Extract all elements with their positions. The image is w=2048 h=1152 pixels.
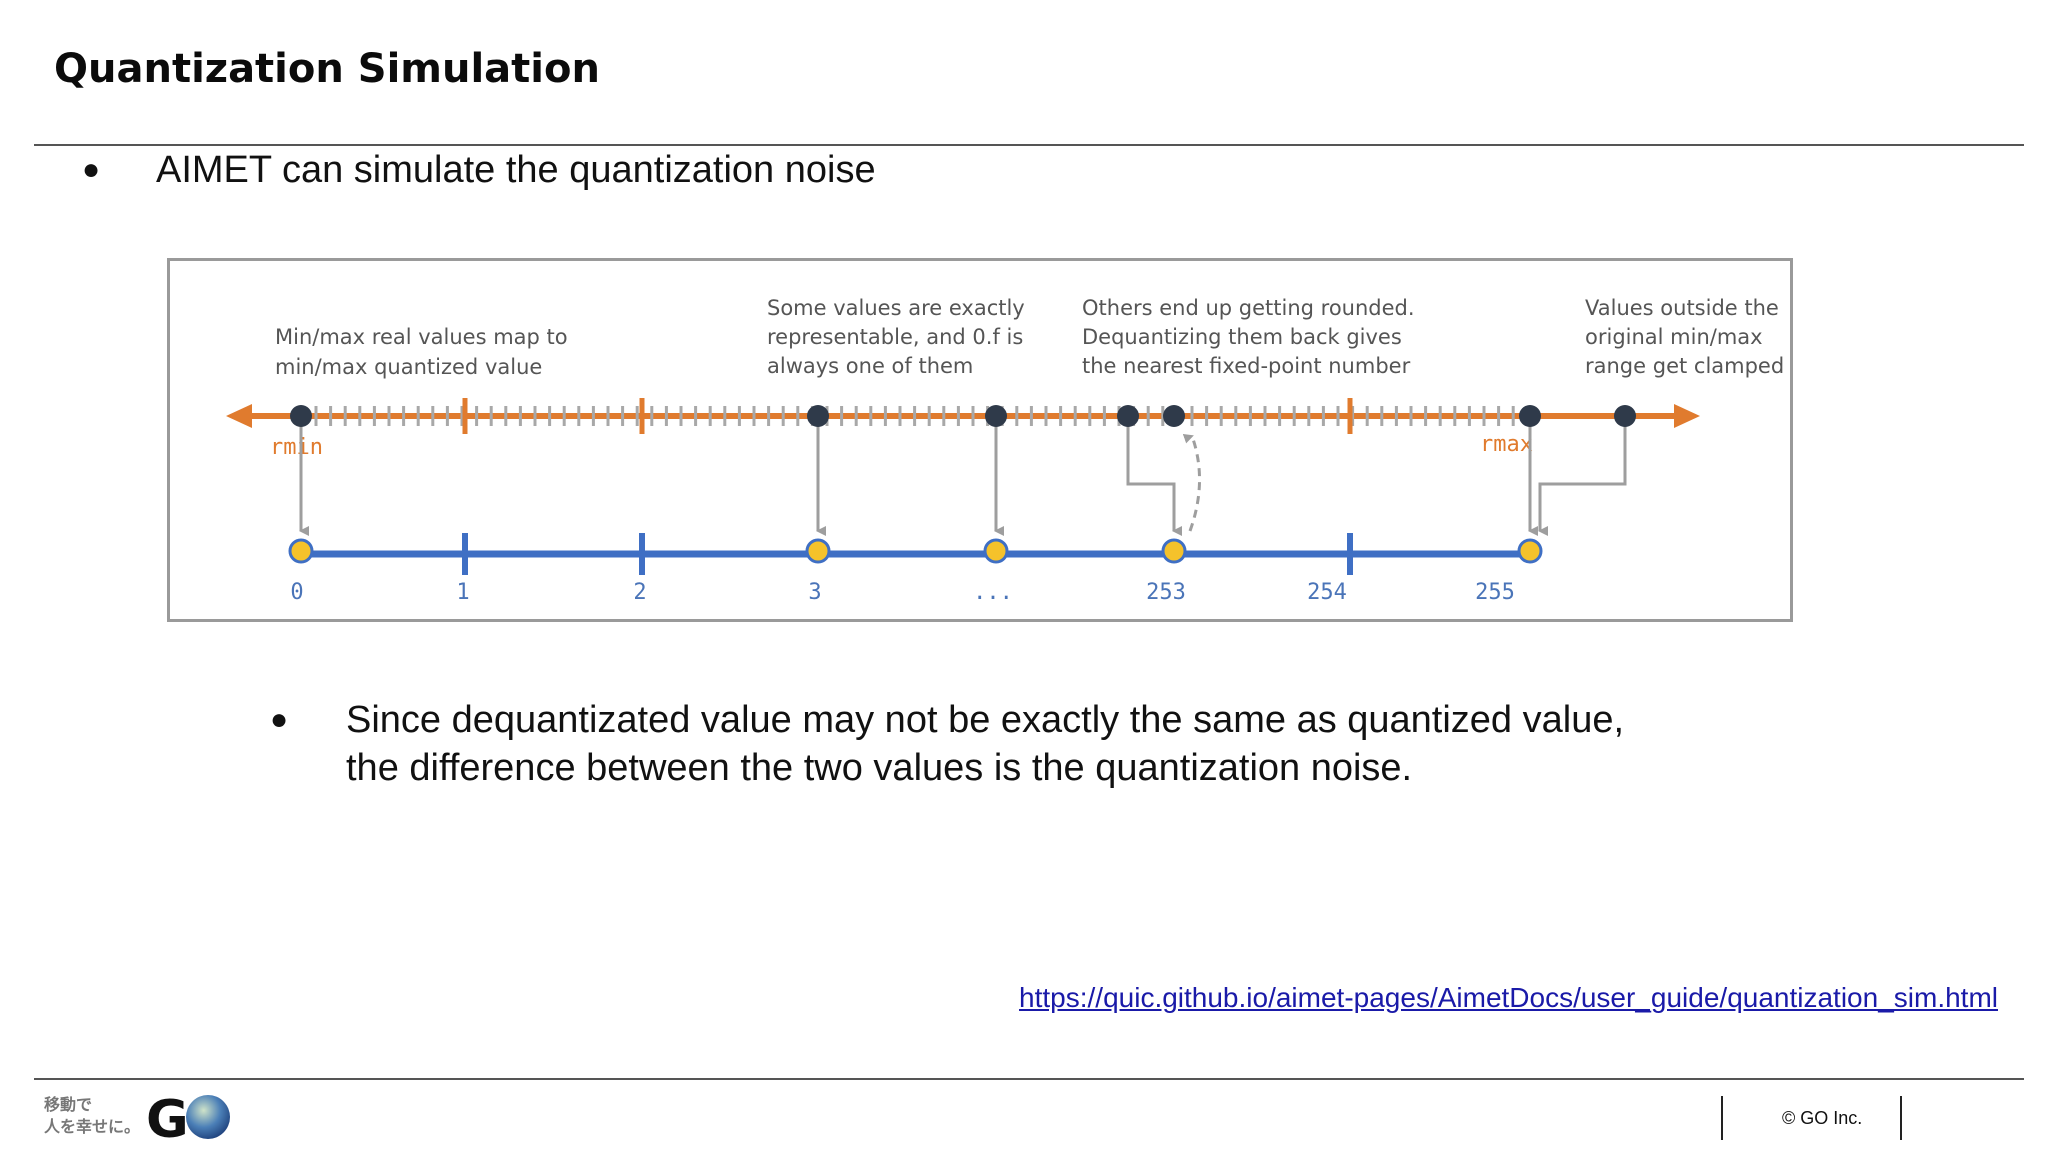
annotation-clamped-line-2: original min/max — [1585, 325, 1763, 349]
annotation-minmax-line-1: Min/max real values map to — [275, 325, 568, 349]
real-point-rounded — [1117, 405, 1139, 427]
footer-divider — [34, 1078, 2024, 1080]
annotation-clamped-line-3: range get clamped — [1585, 354, 1784, 378]
slide-title: Quantization Simulation — [54, 46, 600, 92]
annotation-exact: Some values are exactly representable, a… — [767, 296, 1031, 378]
real-point-rmax — [1519, 405, 1541, 427]
mapping-arrows — [299, 426, 1627, 536]
bullet-point-1: ● AIMET can simulate the quantization no… — [82, 146, 1282, 196]
quantized-label-2: 2 — [633, 580, 646, 605]
annotation-exact-line-2: representable, and 0.f is — [767, 325, 1023, 349]
annotation-rounded-line-3: the nearest fixed-point number — [1082, 354, 1411, 378]
title-divider — [34, 144, 2024, 146]
quantized-label-254: 254 — [1307, 580, 1347, 605]
quantized-axis-ticks — [462, 533, 1353, 575]
annotation-exact-line-1: Some values are exactly — [767, 296, 1025, 320]
quantized-point-3 — [805, 538, 831, 564]
go-logo: 移動で 人を幸せに。 G — [44, 1090, 244, 1146]
arrow-rounded-to-253 — [1126, 426, 1182, 536]
arrow-clamped-to-255 — [1538, 426, 1627, 536]
real-point-exact-2 — [985, 405, 1007, 427]
real-point-rmin — [290, 405, 312, 427]
go-logo-mark: G — [148, 1090, 230, 1146]
rmax-label: rmax — [1480, 432, 1533, 457]
quantized-point-255 — [1517, 538, 1543, 564]
annotation-clamped-line-1: Values outside the — [1585, 296, 1779, 320]
bullet-text-1: AIMET can simulate the quantization nois… — [156, 149, 876, 191]
logo-g-letter: G — [148, 1090, 189, 1146]
real-point-clamped — [1614, 405, 1636, 427]
real-point-exact-1 — [807, 405, 829, 427]
quantized-point-253 — [1161, 538, 1187, 564]
arrow-dequantize-back — [1182, 433, 1201, 532]
aimet-docs-link[interactable]: https://quic.github.io/aimet-pages/Aimet… — [1019, 982, 1998, 1013]
copyright: © GO Inc. — [1782, 1108, 1863, 1128]
quantized-label-ellipsis: ... — [973, 580, 1013, 605]
quantized-label-253: 253 — [1146, 580, 1186, 605]
quantized-label-3: 3 — [808, 580, 821, 605]
real-point-dequantized — [1163, 405, 1185, 427]
logo-globe — [186, 1095, 230, 1139]
annotation-minmax-line-2: min/max quantized value — [275, 355, 542, 379]
rmin-label: rmin — [270, 435, 323, 460]
footer-separator-left — [1721, 1096, 1723, 1140]
real-axis-right-arrow — [1674, 404, 1700, 428]
bullet-point-2: ● Since dequantizated value may not be e… — [270, 696, 1770, 796]
annotation-rounded-line-1: Others end up getting rounded. — [1082, 296, 1415, 320]
annotation-exact-line-3: always one of them — [767, 354, 973, 378]
footer-separator-right — [1900, 1096, 1902, 1140]
quantization-diagram: Min/max real values map to min/max quant… — [167, 258, 1793, 622]
quantized-points — [288, 538, 1543, 564]
real-axis-minor-ticks — [314, 406, 1515, 426]
real-axis-left-arrow — [226, 404, 252, 428]
quantized-label-255: 255 — [1475, 580, 1515, 605]
annotation-clamped: Values outside the original min/max rang… — [1585, 296, 1786, 378]
quantized-point-ellipsis — [983, 538, 1009, 564]
bullet-dot: ● — [82, 153, 101, 186]
real-axis-major-ticks — [462, 398, 1353, 434]
quantized-label-0: 0 — [290, 580, 303, 605]
quantization-diagram-svg: Min/max real values map to min/max quant… — [226, 296, 1786, 605]
annotation-minmax: Min/max real values map to min/max quant… — [275, 325, 574, 379]
real-points — [290, 405, 1636, 427]
annotation-rounded-line-2: Dequantizing them back gives — [1082, 325, 1402, 349]
annotation-rounded: Others end up getting rounded. Dequantiz… — [1082, 296, 1421, 378]
quantized-point-0 — [288, 538, 314, 564]
bullet-text-2: Since dequantizated value may not be exa… — [346, 699, 1625, 789]
logo-tagline: 移動で 人を幸せに。 — [44, 1095, 141, 1136]
quantized-label-1: 1 — [456, 580, 469, 605]
bullet-dot: ● — [270, 703, 289, 736]
